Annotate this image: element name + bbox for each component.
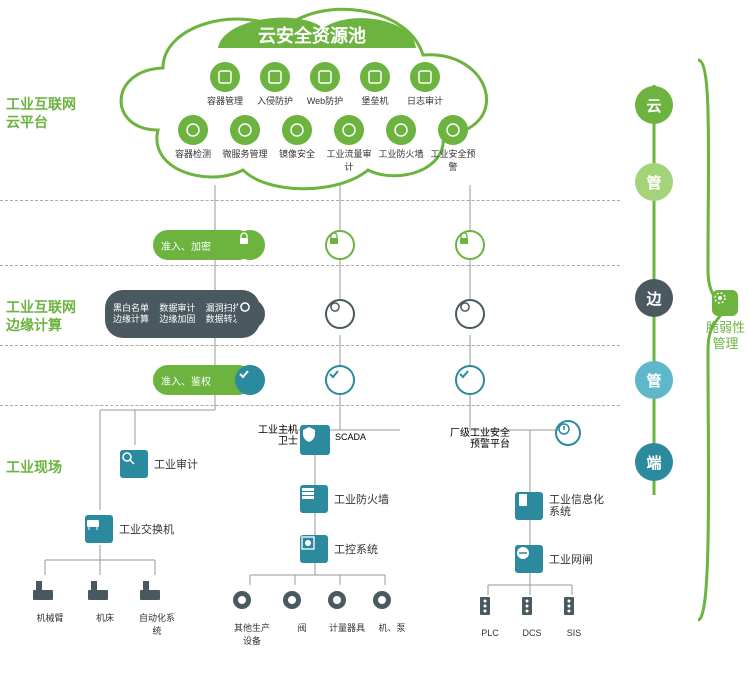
industrial-audit: 工业审计: [120, 450, 198, 478]
device-icon: 机、泵: [370, 588, 414, 634]
edge-icon: [325, 299, 355, 329]
shield-icon: [300, 425, 330, 455]
scada-label: SCADA: [335, 432, 366, 442]
check-icon: [235, 365, 265, 395]
alert-icon: [555, 420, 581, 446]
device-icon: SIS: [559, 595, 589, 638]
vulnerability-icon: [712, 290, 738, 316]
cloud-icon: [178, 115, 208, 145]
cloud-icon: [260, 62, 290, 92]
host-guardian-label: 工业主机卫士: [256, 425, 298, 447]
cloud-icon: [282, 115, 312, 145]
edge-icon: [455, 299, 485, 329]
divider: [0, 265, 620, 266]
section-label: 工业互联网边缘计算: [6, 298, 76, 334]
device-icon: 自动化系统: [137, 578, 177, 637]
side-node: 云: [635, 86, 673, 124]
device-icon: 计量器具: [325, 588, 369, 634]
cloud-icon: [230, 115, 260, 145]
check-icon: [455, 365, 485, 395]
cloud-icon-label: 工业防火墙: [376, 147, 426, 160]
device-icon: DCS: [517, 595, 547, 638]
alert-platform-label: 厂级工业安全预警平台: [440, 428, 510, 450]
device-icon: 机械臂: [30, 578, 70, 624]
control-system: 工控系统: [300, 535, 378, 563]
cloud-icon-label: 容器管理: [200, 94, 250, 107]
industrial-switch: 工业交换机: [85, 515, 174, 543]
cloud-icon-label: Web防护: [300, 94, 350, 107]
cloud-icon: [334, 115, 364, 145]
cloud-icon-label: 微服务管理: [220, 147, 270, 160]
cloud-icon-label: 堡垒机: [350, 94, 400, 107]
check-icon: [325, 365, 355, 395]
lock-icon: [325, 230, 355, 260]
device-icon: PLC: [475, 595, 505, 638]
cloud-icon-label: 工业流量审计: [324, 147, 374, 173]
device-icon: 阀: [280, 588, 324, 634]
device-icon: 机床: [85, 578, 125, 624]
cloud-icon: [310, 62, 340, 92]
side-node: 边: [635, 279, 673, 317]
device-icon: 其他生产设备: [230, 588, 274, 647]
cloud-icon: [410, 62, 440, 92]
divider: [0, 345, 620, 346]
section-label: 工业现场: [6, 458, 62, 476]
vulnerability-label: 脆弱性管理: [706, 320, 745, 351]
cloud-icon: [386, 115, 416, 145]
industrial-gateway: 工业网闸: [515, 545, 593, 573]
cloud-icon: [360, 62, 390, 92]
cloud-icon-label: 入侵防护: [250, 94, 300, 107]
cloud-icon: [438, 115, 468, 145]
cloud-icon-label: 工业安全预警: [428, 147, 478, 173]
side-node: 端: [635, 443, 673, 481]
divider: [0, 405, 620, 406]
cloud-icon-label: 日志审计: [400, 94, 450, 107]
pill-text: 准入、加密: [161, 238, 211, 253]
side-node: 管: [635, 163, 673, 201]
cloud-title: 云安全资源池: [258, 22, 366, 48]
info-system: 工业信息化系统: [515, 492, 604, 520]
section-label: 工业互联网云平台: [6, 95, 76, 131]
lock-icon: [455, 230, 485, 260]
cloud-icon: [210, 62, 240, 92]
industrial-firewall: 工业防火墙: [300, 485, 389, 513]
lock-icon: [235, 230, 265, 260]
cloud-icon-label: 镜像安全: [272, 147, 322, 160]
cloud-icon-label: 容器检测: [168, 147, 218, 160]
side-node: 管: [635, 361, 673, 399]
edge-icon: [235, 299, 265, 329]
divider: [0, 200, 620, 201]
